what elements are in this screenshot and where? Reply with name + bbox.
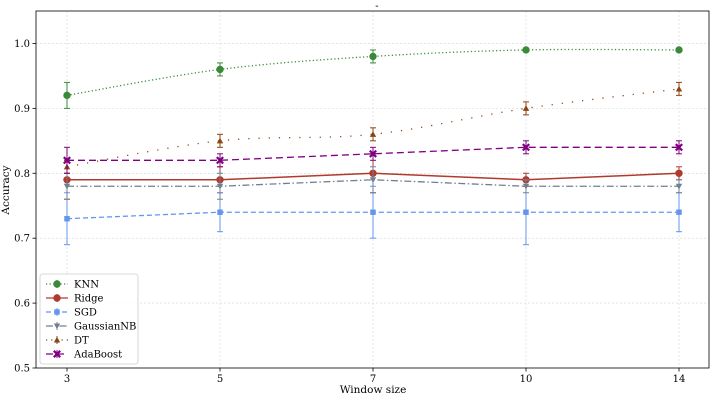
series-gaussiannb bbox=[63, 166, 683, 200]
x-axis-ticks: 3 5 7 10 14 bbox=[64, 368, 686, 385]
data-point bbox=[216, 137, 224, 144]
x-tick-label: 10 bbox=[520, 374, 533, 385]
legend-label: KNN bbox=[74, 280, 99, 291]
data-point bbox=[676, 209, 682, 215]
data-point bbox=[369, 149, 377, 158]
y-tick-label: 0.6 bbox=[14, 299, 30, 310]
legend-marker bbox=[53, 280, 61, 288]
legend-marker bbox=[53, 294, 61, 302]
plot-area-frame bbox=[35, 10, 710, 369]
legend-item-dt: DT bbox=[46, 336, 89, 347]
data-point bbox=[369, 177, 377, 183]
data-point bbox=[523, 209, 529, 215]
data-point bbox=[216, 156, 224, 165]
y-tick-label: 0.7 bbox=[14, 234, 30, 245]
data-point bbox=[217, 209, 223, 215]
data-point bbox=[522, 46, 530, 54]
y-axis-label: Accuracy bbox=[0, 165, 12, 215]
data-point bbox=[216, 65, 224, 74]
data-point bbox=[675, 143, 683, 152]
data-point bbox=[522, 105, 530, 111]
data-point bbox=[63, 156, 71, 165]
data-point bbox=[216, 183, 224, 190]
legend-item-ridge: Ridge bbox=[46, 294, 104, 305]
legend-item-adaboost: AdaBoost bbox=[46, 350, 122, 361]
y-tick-label: 0.5 bbox=[14, 364, 30, 375]
x-axis-label: Window size bbox=[340, 384, 407, 396]
x-tick-label: 14 bbox=[673, 374, 686, 385]
data-point bbox=[63, 91, 71, 100]
data-point bbox=[675, 169, 683, 177]
data-point bbox=[675, 85, 683, 92]
data-point bbox=[63, 183, 71, 190]
data-point bbox=[369, 131, 377, 137]
legend-marker bbox=[53, 336, 61, 343]
data-point bbox=[370, 209, 376, 215]
legend-marker bbox=[53, 323, 61, 330]
data-point bbox=[64, 215, 70, 222]
legend-label: AdaBoost bbox=[73, 350, 122, 361]
legend-label: Ridge bbox=[74, 294, 104, 305]
data-point bbox=[675, 183, 683, 190]
x-tick-label: 3 bbox=[64, 374, 70, 385]
legend-label: SGD bbox=[74, 308, 97, 319]
series-layer bbox=[63, 46, 683, 246]
legend: KNN Ridge SGD GaussianNB DT AdaBoost bbox=[39, 273, 139, 365]
legend-item-sgd: SGD bbox=[46, 308, 97, 319]
x-tick-label: 5 bbox=[217, 374, 223, 385]
y-tick-label: 0.8 bbox=[14, 169, 30, 180]
data-point bbox=[675, 46, 683, 54]
y-tick-label: 1.0 bbox=[14, 39, 30, 50]
chart-title: - bbox=[375, 1, 378, 12]
data-point bbox=[369, 52, 377, 61]
legend-marker bbox=[54, 309, 60, 315]
series-line-adaboost bbox=[67, 146, 679, 161]
x-tick-label: 7 bbox=[370, 374, 376, 385]
legend-marker bbox=[53, 350, 61, 358]
legend-box bbox=[39, 273, 139, 365]
data-point bbox=[522, 183, 530, 190]
y-axis-ticks: 0.5 0.6 0.7 0.8 0.9 1.0 bbox=[14, 39, 36, 375]
data-point bbox=[522, 143, 530, 152]
series-adaboost bbox=[63, 140, 683, 174]
series-line-dt bbox=[66, 88, 680, 168]
legend-label: DT bbox=[74, 336, 89, 347]
legend-item-knn: KNN bbox=[46, 280, 99, 291]
legend-item-gaussiannb: GaussianNB bbox=[46, 322, 136, 333]
y-tick-label: 0.9 bbox=[14, 104, 30, 115]
series-knn bbox=[63, 46, 683, 109]
series-line-gaussiannb bbox=[67, 179, 679, 187]
legend-label: GaussianNB bbox=[74, 322, 136, 333]
